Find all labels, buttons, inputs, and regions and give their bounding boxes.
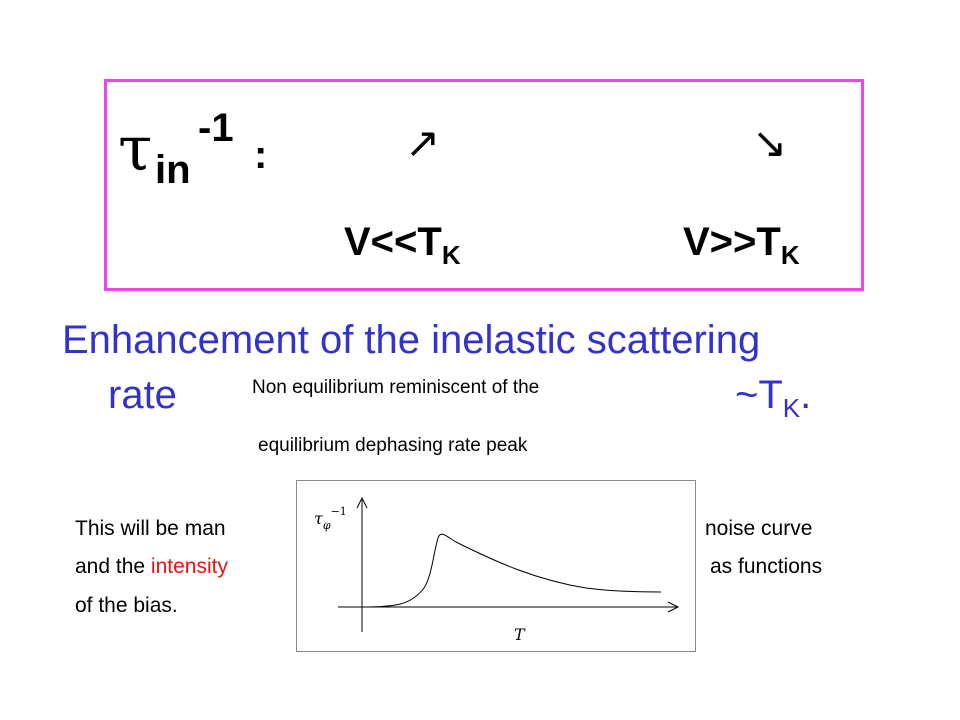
- paragraph-text: as functions: [710, 555, 823, 578]
- tau-subscript: in: [155, 148, 191, 192]
- rate-curve: [361, 533, 662, 608]
- label-symbol: τ: [314, 509, 324, 528]
- heading-start: rate: [108, 373, 177, 417]
- heading-line: Enhancement of the inelastic scattering: [62, 318, 761, 362]
- paragraph-text: noise curve: [705, 517, 813, 540]
- inset-plot: τφ−1 T: [296, 480, 696, 652]
- paragraph-text: and the intensity: [75, 556, 228, 577]
- arrow-rise: ↗: [405, 118, 441, 167]
- colon: :: [254, 133, 268, 177]
- paragraph-text: of the bias.: [75, 594, 178, 617]
- paragraph-text: This will be man: [75, 517, 226, 540]
- y-axis-arrow: [356, 496, 368, 509]
- arrow-fall: ↘: [752, 118, 788, 167]
- highlight-text: intensity: [150, 555, 228, 578]
- overlay-line: equilibrium dephasing rate peak: [258, 435, 528, 456]
- inset-frame: [296, 480, 696, 652]
- tau-symbol: τ: [118, 112, 153, 185]
- high-bias-label: V>>TK: [683, 220, 800, 268]
- y-axis-label: τφ−1: [314, 505, 347, 532]
- heading-period: .: [800, 373, 812, 417]
- x-axis-arrow: [667, 601, 680, 613]
- label-sup: −1: [331, 505, 347, 518]
- x-axis-label: T: [514, 625, 526, 644]
- label-sub: K: [780, 240, 800, 270]
- label-text: V>>T: [683, 220, 781, 264]
- heading-sub: K: [782, 393, 801, 423]
- overlay-line: Non equilibrium reminiscent of the: [246, 376, 546, 399]
- label-sub: K: [441, 240, 461, 270]
- highlight-box: [104, 79, 864, 291]
- heading-text: ~T: [735, 373, 783, 417]
- low-bias-label: V<<TK: [344, 220, 461, 268]
- heading-end: ~TK.: [735, 373, 812, 421]
- label-sub: φ: [323, 519, 331, 532]
- tau-superscript: -1: [198, 106, 234, 150]
- text: and the: [75, 555, 146, 578]
- label-text: V<<T: [344, 220, 442, 264]
